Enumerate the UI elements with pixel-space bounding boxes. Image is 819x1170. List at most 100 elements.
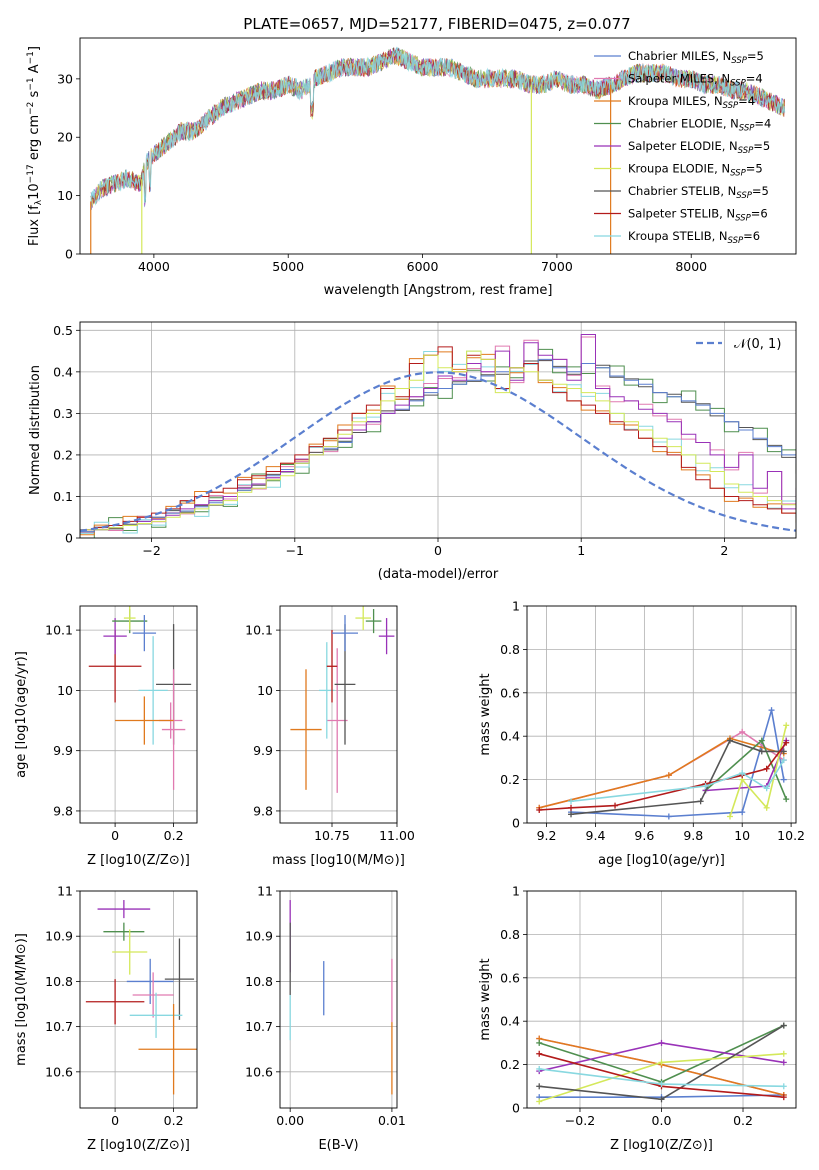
y-tick-label: 0 [65, 247, 73, 262]
x-tick-label: 0.2 [164, 828, 184, 843]
legend-label: Salpeter MILES, NSSP=4 [628, 72, 763, 89]
x-axis-label: Z [log10(Z/Z⊙)] [87, 1138, 190, 1153]
x-axis-label: age [log10(age/yr)] [598, 853, 725, 868]
histogram-1 [80, 358, 796, 533]
weight-line [539, 737, 785, 809]
x-axis-label: E(B-V) [318, 1138, 358, 1153]
axes-frame [79, 37, 797, 255]
y-tick-label: 0.8 [500, 642, 520, 657]
legend-label: Chabrier MILES, NSSP=5 [628, 49, 764, 66]
spectrum-lines [90, 46, 786, 254]
legend-label: Kroupa ELODIE, NSSP=5 [628, 162, 763, 179]
y-tick-label: 0.2 [500, 1057, 520, 1072]
histogram-extra-2 [80, 350, 796, 534]
errorbar-point-3 [112, 929, 148, 975]
x-tick-label: −1 [286, 543, 304, 558]
y-tick-label: 0.2 [500, 772, 520, 787]
x-tick-label: 8000 [675, 259, 707, 274]
y-axis-label: Flux [fλ10−17 erg cm−2 s−1 A−1] [26, 46, 44, 246]
histogram-4 [80, 350, 796, 531]
axes-frame [526, 605, 797, 824]
x-tick-label: 0 [111, 828, 119, 843]
x-tick-label: 0.01 [378, 1113, 406, 1128]
mass-vs-metallicity-panel: 0 0.2 10.6 10.7 10.8 10.9 11 Z [log10(Z/Z⊙)] mas… [14, 884, 198, 1153]
y-tick-label: 0 [512, 816, 520, 831]
errorbar-point-9 [161, 669, 186, 790]
y-tick-label: 0.8 [500, 927, 520, 942]
x-tick-label: 10.75 [314, 828, 350, 843]
age-vs-mass-panel: 10.75 11.00 9.8 9.9 10 10.1 mass [log10(M/M⊙)] [245, 605, 415, 868]
y-tick-label: 10.9 [45, 929, 73, 944]
weight-series-7 [536, 1022, 787, 1103]
y-tick-label: 0 [65, 531, 73, 546]
errorbar-point-5 [164, 938, 195, 1020]
mass-vs-extinction-panel: 0.00 0.01 10.6 10.7 10.8 10.9 11 E(B-V) [245, 884, 406, 1154]
errorbar-point-1 [290, 669, 322, 790]
y-tick-label: 9.8 [253, 803, 273, 818]
x-tick-label: 5000 [272, 259, 304, 274]
y-tick-label: 10.8 [45, 974, 73, 989]
weight-vs-metallicity-panel: −0.2 0.0 0.2 0 0.2 0.4 0.6 0.8 1 Z [log10(Z/Z⊙)] m… [478, 884, 797, 1153]
weight-series-1 [568, 707, 787, 820]
weight-series-6 [536, 1050, 787, 1105]
y-tick-label: 9.9 [253, 743, 273, 758]
errorbar-point-9 [138, 1004, 197, 1095]
y-tick-label: 11 [257, 884, 273, 899]
errorbars [290, 606, 395, 793]
y-tick-label: 1 [512, 599, 520, 614]
x-tick-label: 1 [577, 543, 585, 558]
gaussian-curve [80, 371, 796, 532]
errorbar-point-6 [332, 615, 358, 652]
y-tick-label: 10.7 [45, 1019, 73, 1034]
y-axis-label: mass weight [478, 673, 493, 755]
x-tick-label: 9.4 [586, 828, 606, 843]
y-tick-label: 0.4 [500, 729, 520, 744]
y-tick-label: 11 [57, 884, 73, 899]
y-tick-label: 20 [57, 130, 73, 145]
x-axis-label: wavelength [Angstrom, rest frame] [324, 283, 553, 298]
y-tick-label: 10.7 [245, 1019, 273, 1034]
x-tick-label: 2 [720, 543, 728, 558]
weight-series-9 [568, 757, 787, 805]
errorbar-point-8 [129, 992, 183, 1038]
errorbar-point-8 [365, 609, 382, 634]
errorbar-point-7 [85, 979, 145, 1025]
y-tick-label: 10 [57, 683, 73, 698]
y-tick-label: 0 [512, 1101, 520, 1116]
histograms [80, 334, 796, 538]
x-tick-label: 0 [111, 1113, 119, 1128]
x-axis-label: Z [log10(Z/Z⊙)] [610, 1138, 713, 1153]
y-tick-label: 9.8 [53, 803, 73, 818]
errorbar-point-1 [97, 900, 151, 919]
x-tick-label: 7000 [541, 259, 573, 274]
errorbar-point-6 [138, 636, 168, 745]
histogram-extra-1 [80, 348, 796, 538]
histogram-3 [80, 346, 796, 531]
y-tick-label: 10.1 [45, 623, 73, 638]
y-axis-label: Normed distribution [28, 365, 43, 495]
y-tick-label: 0.4 [53, 364, 73, 379]
y-tick-label: 0.1 [53, 489, 73, 504]
x-tick-label: 0.2 [733, 1113, 753, 1128]
spectrum-legend: Chabrier MILES, NSSP=5 Salpeter MILES, NS… [594, 49, 771, 246]
errorbar-point-10 [115, 696, 174, 745]
x-tick-label: 0.2 [164, 1113, 184, 1128]
y-tick-label: 0.6 [500, 685, 520, 700]
errorbar-point-2 [103, 922, 145, 941]
weight-lines [536, 707, 790, 820]
errorbars [85, 900, 197, 1095]
histogram-extra-5 [80, 360, 796, 533]
y-tick-label: 0.3 [53, 406, 73, 421]
y-tick-label: 0.2 [53, 447, 73, 462]
y-tick-label: 0.6 [500, 970, 520, 985]
y-tick-label: 1 [512, 884, 520, 899]
spectrum-panel: 4000 5000 6000 7000 8000 0 10 20 30 wavelength [A… [26, 37, 797, 298]
legend-label: Salpeter STELIB, NSSP=6 [628, 207, 768, 224]
figure-title: PLATE=0657, MJD=52177, FIBERID=0475, z=0… [243, 15, 630, 33]
y-tick-label: 9.9 [53, 743, 73, 758]
x-tick-label: 0.00 [276, 1113, 304, 1128]
errorbar-point-2 [326, 648, 348, 793]
weight-series-7 [568, 737, 787, 818]
x-tick-label: 11.00 [379, 828, 415, 843]
x-tick-label: 10 [734, 828, 750, 843]
